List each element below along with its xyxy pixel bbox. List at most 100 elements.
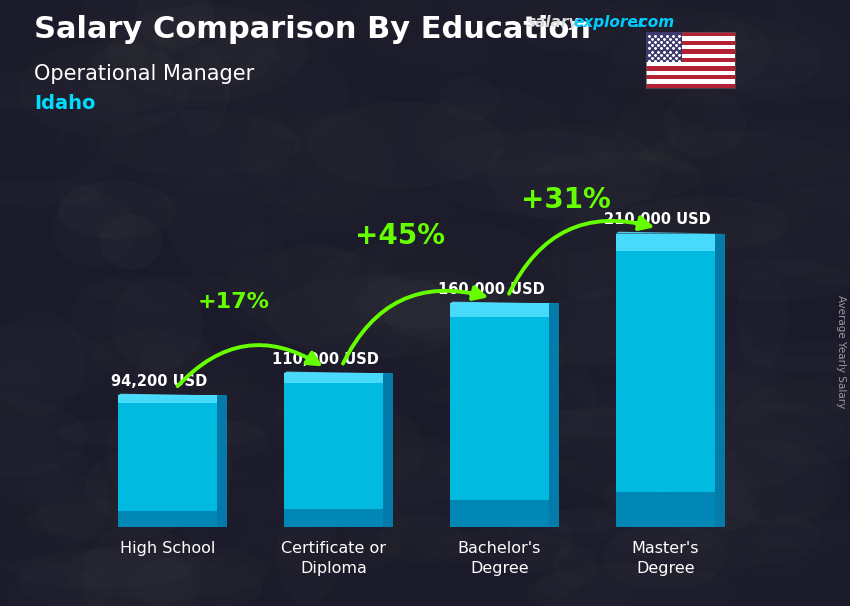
Ellipse shape <box>0 399 88 476</box>
Ellipse shape <box>575 122 756 184</box>
Ellipse shape <box>58 416 264 449</box>
Ellipse shape <box>128 556 264 606</box>
Ellipse shape <box>347 97 395 176</box>
Text: Salary Comparison By Education: Salary Comparison By Education <box>34 15 591 44</box>
Ellipse shape <box>701 260 850 301</box>
Bar <box>615 492 716 527</box>
Ellipse shape <box>344 412 428 499</box>
Text: Average Yearly Salary: Average Yearly Salary <box>836 295 846 408</box>
Ellipse shape <box>422 383 565 409</box>
Bar <box>284 509 383 527</box>
Ellipse shape <box>776 153 850 210</box>
Bar <box>646 84 735 88</box>
Ellipse shape <box>111 279 203 371</box>
Text: .com: .com <box>633 15 674 30</box>
Ellipse shape <box>603 523 728 589</box>
Ellipse shape <box>184 422 269 458</box>
Text: 110,000 USD: 110,000 USD <box>272 352 378 367</box>
Bar <box>646 32 682 62</box>
Ellipse shape <box>35 485 184 542</box>
Ellipse shape <box>18 548 193 606</box>
Ellipse shape <box>423 350 541 380</box>
Ellipse shape <box>630 73 721 124</box>
Ellipse shape <box>353 530 537 559</box>
Bar <box>646 62 735 67</box>
Ellipse shape <box>373 416 423 481</box>
Bar <box>646 79 735 84</box>
Ellipse shape <box>267 277 479 358</box>
Text: Idaho: Idaho <box>34 94 95 113</box>
Ellipse shape <box>300 530 434 606</box>
Ellipse shape <box>554 545 597 587</box>
Ellipse shape <box>314 337 356 370</box>
Ellipse shape <box>0 363 55 453</box>
Ellipse shape <box>618 196 789 250</box>
Text: salary: salary <box>527 15 580 30</box>
Text: 160,000 USD: 160,000 USD <box>438 282 545 297</box>
Ellipse shape <box>85 451 178 521</box>
Bar <box>646 49 735 53</box>
Ellipse shape <box>64 542 268 600</box>
Bar <box>117 511 218 527</box>
Text: +31%: +31% <box>521 186 611 214</box>
Bar <box>646 41 735 45</box>
Bar <box>450 304 549 317</box>
Polygon shape <box>117 394 227 396</box>
Ellipse shape <box>233 525 402 572</box>
Ellipse shape <box>156 12 276 87</box>
Ellipse shape <box>308 102 504 187</box>
Bar <box>646 53 735 58</box>
Bar <box>549 304 559 527</box>
Ellipse shape <box>581 7 747 68</box>
Polygon shape <box>615 231 725 233</box>
Ellipse shape <box>201 36 283 88</box>
Ellipse shape <box>276 500 339 606</box>
Bar <box>646 36 735 41</box>
Bar <box>284 373 383 527</box>
Bar <box>716 233 725 527</box>
Ellipse shape <box>73 476 253 523</box>
Bar <box>646 71 735 75</box>
Text: +45%: +45% <box>355 222 445 250</box>
Ellipse shape <box>135 0 215 48</box>
Ellipse shape <box>423 325 489 360</box>
Ellipse shape <box>57 181 176 239</box>
Ellipse shape <box>428 453 580 482</box>
Ellipse shape <box>275 397 344 434</box>
Ellipse shape <box>87 108 149 165</box>
Ellipse shape <box>85 34 207 99</box>
Ellipse shape <box>225 50 350 139</box>
Ellipse shape <box>566 430 765 527</box>
Ellipse shape <box>396 102 551 161</box>
Bar <box>450 304 549 527</box>
Ellipse shape <box>177 45 229 138</box>
Ellipse shape <box>374 0 432 38</box>
Ellipse shape <box>244 108 289 203</box>
Bar <box>646 75 735 79</box>
Ellipse shape <box>593 201 768 292</box>
Bar <box>218 396 227 527</box>
Ellipse shape <box>99 215 162 270</box>
Ellipse shape <box>470 285 527 330</box>
Ellipse shape <box>518 0 624 54</box>
Ellipse shape <box>440 130 618 172</box>
Ellipse shape <box>688 441 732 513</box>
Ellipse shape <box>223 245 390 345</box>
Ellipse shape <box>595 490 729 558</box>
Bar <box>615 233 716 527</box>
Text: +17%: +17% <box>198 291 269 312</box>
Polygon shape <box>450 302 559 304</box>
Ellipse shape <box>108 5 308 101</box>
Ellipse shape <box>57 298 205 402</box>
Bar <box>117 396 218 404</box>
Text: explorer: explorer <box>574 15 646 30</box>
Ellipse shape <box>81 0 208 46</box>
Ellipse shape <box>535 88 617 136</box>
Bar <box>383 373 394 527</box>
Bar <box>615 233 716 251</box>
Ellipse shape <box>82 525 198 606</box>
Ellipse shape <box>506 512 572 571</box>
Ellipse shape <box>139 332 212 368</box>
Bar <box>646 58 735 62</box>
Ellipse shape <box>532 152 700 202</box>
